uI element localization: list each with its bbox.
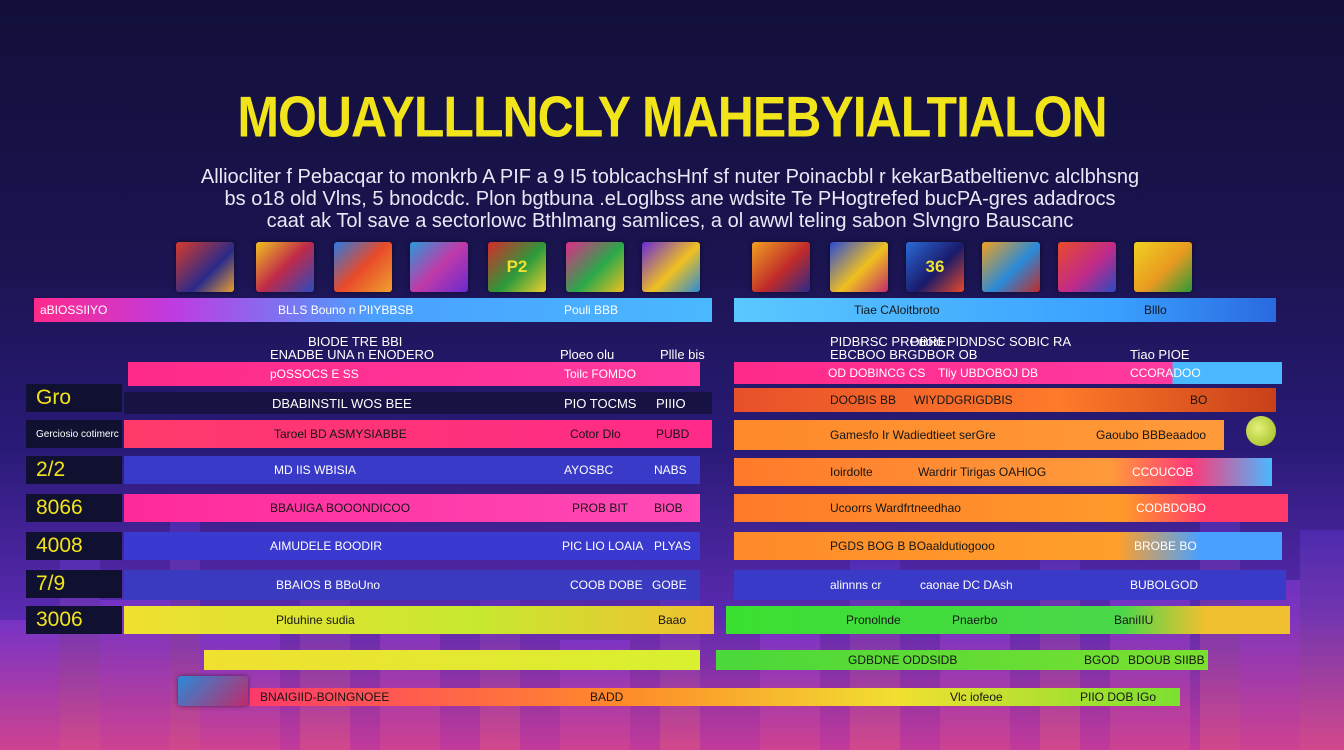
thumbnail-row-left: P2 [176,242,706,292]
thumbnail[interactable] [178,676,248,706]
table-row[interactable]: Ioirdolte Wardrir Tirigas OAHlOG CCOUCOB [734,458,1272,486]
thumbnail[interactable] [410,242,468,292]
thumbnail[interactable] [256,242,314,292]
status-indicator [1246,416,1276,446]
table-subheader-left: BIODE TRE BBI [308,333,403,349]
table-row[interactable]: DBABINSTIL WOS BEE PIO TOCMS PIIIO [124,392,712,414]
table-header-left: aBIOSSIIYO BLLS Bouno n PIIYBBSB Pouli B… [34,298,712,322]
row-label: 2/2 [26,456,122,484]
row-label: 8066 [26,494,122,522]
thumbnail-row-right: 36 [752,242,1194,292]
table-row[interactable]: BNAIGIID-BOINGNOEE BADD Vlc iofeoe PIIO … [250,688,1180,706]
thumbnail[interactable] [642,242,700,292]
row-label: Gro [26,384,122,412]
thumbnail[interactable] [566,242,624,292]
table-subheader-right: EBCBOO BRGDBOR OB Tiao PIOE [830,346,1190,362]
row-label: 7/9 [26,570,122,598]
table-subheader-right: PIDBRSC PROBRE Prioio PIDNDSC SOBIC RA [830,333,1072,349]
table-header-right: Tiae CAloitbroto Blllo [734,298,1276,322]
table-row[interactable]: MD IIS WBISIA AYOSBC NABS [124,456,700,484]
thumbnail[interactable] [830,242,888,292]
thumbnail[interactable] [334,242,392,292]
table-row[interactable]: Ucoorrs Wardfrtneedhao CODBDOBO [734,494,1288,522]
subtitle-line: Alliocliter f Pebacqar to monkrb A PIF a… [200,166,1140,188]
thumbnail[interactable]: P2 [488,242,546,292]
subtitle-line: bs o18 old Vlns, 5 bnodcdc. Plon bgtbuna… [224,188,1116,210]
thumbnail[interactable] [982,242,1040,292]
row-label: 4008 [26,532,122,560]
table-row[interactable]: Plduhine sudia Baao [124,606,714,634]
table-row[interactable]: Taroel BD ASMYSIABBE Cotor Dlo PUBD [124,420,712,448]
subtitle-line: caat ak Tol save a sectorlowc Bthlmang s… [266,210,1074,232]
table-row[interactable]: GDBDNE ODDSIDB BGOD BDOUB SIIBB [716,650,1208,670]
page-title: MOUAYLLLNCLY MAHEBYIALTIALON [237,84,1107,150]
table-row[interactable]: alinnns cr caonae DC DAsh BUBOLGOD [734,570,1286,600]
table-row[interactable]: Gamesfo Ir Wadiedtieet serGre Gaoubo BBB… [734,420,1224,450]
thumbnail[interactable] [1058,242,1116,292]
table-row[interactable]: BBAUIGA BOOONDICOO PROB BIT BIOB [124,494,700,522]
row-label: 3006 [26,606,122,634]
table-row[interactable]: Pronolnde Pnaerbo BaniIIU [726,606,1290,634]
row-label: Gerciosio cotimerc [26,420,122,448]
table-row[interactable]: OD DOBINCG CS Tliy UBDOBOJ DB CCORADOO [734,362,1282,384]
table-row[interactable] [204,650,700,670]
table-row[interactable]: PGDS BOG B BOaaldutiogooo BROBE BO [734,532,1282,560]
table-row[interactable]: DOOBIS BB WIYDDGRIGDBIS BO [734,388,1276,412]
table-row[interactable]: BBAIOS B BBoUno COOB DOBE GOBE [124,570,700,600]
subtitle: Alliocliter f Pebacqar to monkrb A PIF a… [170,166,1170,232]
thumbnail[interactable]: 36 [906,242,964,292]
thumbnail[interactable] [176,242,234,292]
thumbnail[interactable] [1134,242,1192,292]
table-row[interactable]: AIMUDELE BOODIR PIC LIO LOAIA PLYAS [124,532,700,560]
thumbnail[interactable] [752,242,810,292]
table-row[interactable]: pOSSOCS E SS Toilc FOMDO [128,362,700,386]
table-subheader-left: ENADBE UNA n ENODERO Ploeo olu Pllle bis [270,346,705,362]
